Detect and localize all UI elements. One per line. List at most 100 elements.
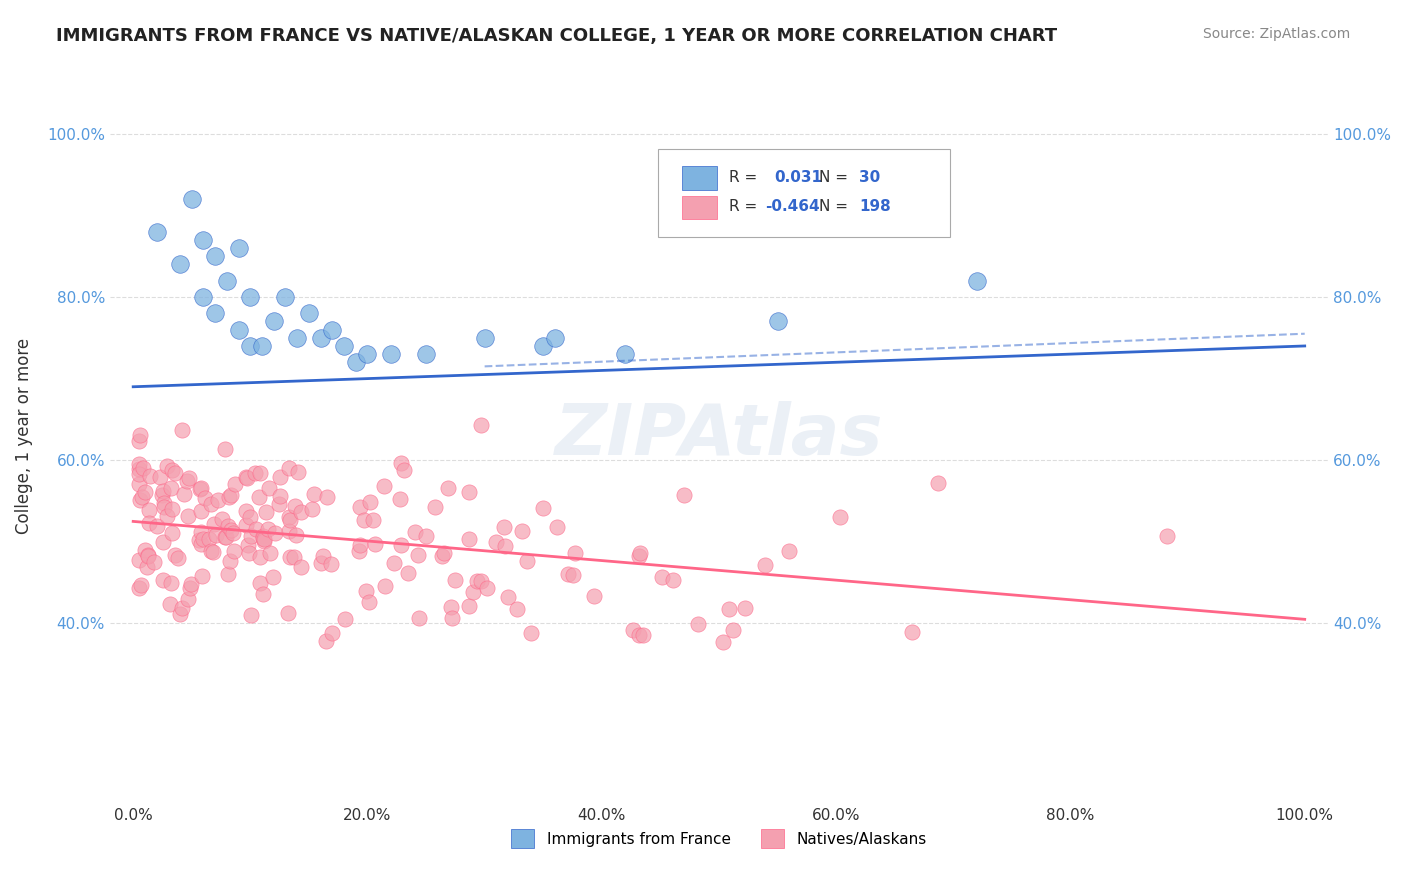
Point xyxy=(224,477,246,491)
Point xyxy=(239,607,262,622)
Point xyxy=(190,481,212,495)
Point xyxy=(470,418,492,433)
Point xyxy=(202,516,225,531)
Point xyxy=(162,463,184,477)
Point xyxy=(152,496,174,510)
Point xyxy=(132,461,155,475)
Point xyxy=(221,488,243,502)
Point xyxy=(614,347,637,361)
Point xyxy=(153,500,176,514)
Point xyxy=(356,347,378,361)
Point xyxy=(235,504,257,518)
Point xyxy=(717,601,740,615)
Point xyxy=(190,504,212,518)
Point xyxy=(627,549,650,563)
Point xyxy=(278,524,301,538)
Point xyxy=(441,611,464,625)
Point xyxy=(214,530,236,544)
Point xyxy=(239,528,262,542)
Point xyxy=(252,532,274,546)
Point xyxy=(457,599,479,613)
Point xyxy=(136,549,159,563)
Point xyxy=(134,485,156,500)
Point xyxy=(188,482,211,496)
Point xyxy=(458,485,481,500)
Point xyxy=(205,527,228,541)
Point xyxy=(128,581,150,595)
Point xyxy=(207,492,229,507)
Point xyxy=(901,624,924,639)
Point xyxy=(177,591,200,606)
Point xyxy=(129,578,152,592)
Point xyxy=(128,462,150,476)
Point xyxy=(211,511,233,525)
Text: ZIPAtlas: ZIPAtlas xyxy=(555,401,883,470)
Point xyxy=(778,544,800,558)
Point xyxy=(160,575,183,590)
Point xyxy=(531,500,554,515)
Point xyxy=(252,587,274,601)
Point xyxy=(274,290,297,304)
Point xyxy=(628,546,651,560)
Point xyxy=(214,442,236,456)
Point xyxy=(194,491,217,506)
Point xyxy=(686,617,709,632)
Point xyxy=(389,538,412,552)
Point xyxy=(136,559,159,574)
Point xyxy=(290,505,312,519)
Point xyxy=(278,461,301,475)
FancyBboxPatch shape xyxy=(682,195,717,219)
Point xyxy=(142,555,165,569)
Point xyxy=(394,463,416,477)
Point xyxy=(461,584,484,599)
Point xyxy=(285,528,308,542)
Point xyxy=(249,576,271,591)
Legend: Immigrants from France, Natives/Alaskans: Immigrants from France, Natives/Alaskans xyxy=(505,823,932,854)
Point xyxy=(177,470,200,484)
Point xyxy=(239,290,262,304)
Point xyxy=(284,499,307,513)
Point xyxy=(193,233,215,247)
Point xyxy=(557,566,579,581)
Point xyxy=(349,500,371,514)
Point xyxy=(180,192,202,206)
Point xyxy=(259,546,281,560)
Point xyxy=(204,306,226,320)
Point xyxy=(149,470,172,484)
Point xyxy=(156,508,179,523)
Point xyxy=(277,606,299,620)
Point xyxy=(721,624,744,638)
Point xyxy=(250,339,273,353)
Point xyxy=(734,600,756,615)
Point xyxy=(311,549,333,564)
Point xyxy=(561,568,583,582)
Point xyxy=(128,492,150,507)
Point xyxy=(128,467,150,481)
Point xyxy=(344,355,367,369)
Point xyxy=(651,570,673,584)
Point xyxy=(150,488,173,502)
Point xyxy=(443,574,465,588)
Point xyxy=(278,509,301,524)
Point xyxy=(152,535,174,549)
Text: 198: 198 xyxy=(859,199,891,214)
Point xyxy=(283,549,305,564)
Point xyxy=(167,551,190,566)
Point xyxy=(927,475,949,490)
Point xyxy=(544,331,567,345)
Text: N =: N = xyxy=(818,199,848,214)
Point xyxy=(1156,529,1178,543)
Point xyxy=(285,331,308,345)
Point xyxy=(349,538,371,552)
Point xyxy=(159,598,181,612)
Point xyxy=(494,539,516,553)
Point xyxy=(621,623,644,637)
Point xyxy=(406,548,429,562)
Point xyxy=(190,568,212,582)
Point xyxy=(415,347,437,361)
Point xyxy=(139,469,162,483)
Point xyxy=(430,549,453,564)
Y-axis label: College, 1 year or more: College, 1 year or more xyxy=(15,338,32,533)
Point xyxy=(179,581,201,595)
Point xyxy=(235,517,257,532)
